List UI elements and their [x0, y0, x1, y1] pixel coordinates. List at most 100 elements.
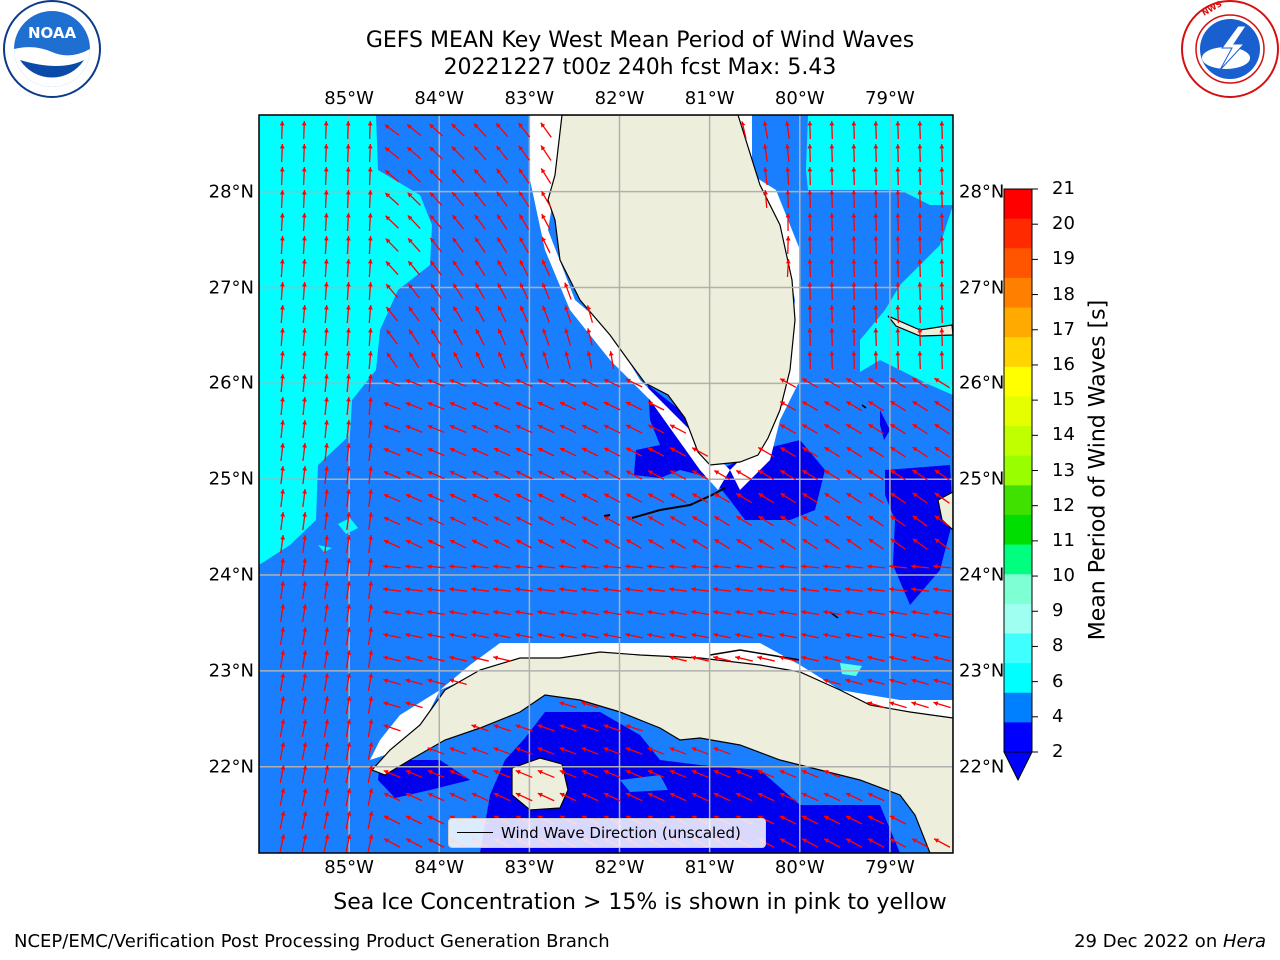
wind-wave-arrow	[691, 609, 709, 616]
lat-tick-label-right: 24°N	[959, 564, 1005, 586]
wind-wave-arrow	[785, 235, 791, 255]
wind-wave-arrow	[367, 189, 373, 209]
wind-wave-arrow	[756, 587, 776, 592]
wind-wave-arrow	[427, 815, 445, 825]
wind-wave-arrow	[691, 447, 709, 457]
wind-wave-arrow	[449, 539, 467, 549]
wind-wave-arrow	[779, 792, 797, 802]
wind-wave-arrow	[581, 632, 599, 639]
wind-wave-arrow	[427, 632, 445, 639]
chart-subtitle: 20221227 t00z 240h fcst Max: 5.43	[443, 55, 837, 80]
wind-wave-arrow	[646, 587, 666, 592]
wind-wave-arrow	[279, 765, 286, 783]
wind-wave-arrow	[408, 306, 420, 322]
wind-wave-arrow	[851, 350, 857, 370]
wind-wave-arrow	[801, 423, 819, 435]
land-florida	[547, 115, 796, 466]
wind-wave-arrow	[934, 469, 950, 481]
colorbar-segment	[1004, 396, 1032, 427]
wind-wave-arrow	[735, 469, 753, 481]
wind-wave-arrow	[324, 419, 329, 439]
wind-wave-arrow	[475, 305, 485, 323]
wind-wave-arrow	[451, 146, 465, 160]
wind-wave-arrow	[345, 143, 351, 163]
colorbar-tick-label: 10	[1052, 565, 1075, 587]
wind-wave-arrow	[346, 419, 351, 439]
wind-wave-arrow	[845, 377, 863, 389]
wind-wave-arrow	[845, 838, 863, 848]
wind-wave-arrow	[757, 609, 775, 616]
wind-wave-arrow	[625, 378, 643, 388]
wind-wave-arrow	[939, 166, 945, 186]
wind-wave-arrow	[302, 581, 308, 599]
wind-wave-arrow	[515, 609, 533, 616]
wind-wave-arrow	[323, 765, 330, 783]
wind-wave-arrow	[471, 769, 489, 779]
wind-wave-arrow	[603, 516, 621, 526]
wind-wave-arrow	[602, 587, 622, 592]
colorbar-tick-label: 17	[1052, 318, 1075, 340]
wind-wave-arrow	[449, 792, 467, 802]
wind-wave-arrow	[740, 121, 747, 139]
wind-wave-arrow	[301, 742, 308, 760]
wind-wave-arrow	[669, 470, 687, 480]
wind-wave-arrow	[559, 493, 577, 503]
wind-wave-arrow	[346, 511, 351, 531]
wind-wave-arrow	[405, 815, 423, 825]
wind-wave-arrow	[515, 493, 533, 503]
wind-wave-arrow	[851, 327, 857, 347]
wind-wave-arrow	[586, 351, 593, 369]
wind-wave-arrow	[542, 305, 550, 323]
footer-branch: NCEP/EMC/Verification Post Processing Pr…	[14, 931, 610, 952]
wind-wave-arrow	[280, 419, 285, 439]
wind-wave-arrow	[493, 378, 511, 388]
wind-wave-arrow	[581, 470, 599, 480]
wind-wave-arrow	[427, 792, 445, 802]
wind-wave-arrow	[385, 283, 399, 299]
wind-wave-arrow	[889, 632, 907, 639]
wind-wave-arrow	[564, 305, 572, 323]
wind-wave-arrow	[867, 377, 885, 389]
wind-wave-arrow	[453, 328, 463, 346]
wind-wave-arrow	[890, 469, 906, 481]
wind-wave-arrow	[807, 304, 813, 324]
wind-wave-arrow	[713, 538, 731, 550]
wind-wave-arrow	[537, 424, 555, 434]
wind-wave-arrow	[449, 747, 467, 755]
wind-wave-arrow	[625, 470, 643, 480]
wind-wave-arrow	[933, 701, 951, 709]
wind-wave-arrow	[558, 587, 578, 592]
wind-wave-arrow	[301, 304, 307, 324]
wind-wave-arrow	[367, 673, 374, 691]
wind-wave-arrow	[939, 143, 945, 163]
wind-wave-arrow	[917, 143, 923, 163]
wind-wave-arrow	[382, 587, 402, 592]
wind-wave-arrow	[873, 235, 879, 255]
wind-wave-arrow	[471, 470, 489, 480]
wind-wave-arrow	[807, 166, 813, 186]
wind-wave-arrow	[406, 169, 422, 183]
wind-wave-arrow	[889, 377, 907, 389]
wind-wave-arrow	[367, 304, 373, 324]
wind-wave-arrow	[519, 259, 529, 277]
wind-wave-arrow	[762, 144, 768, 162]
wind-wave-arrow	[757, 792, 775, 802]
wind-wave-arrow	[801, 769, 819, 779]
wind-wave-arrow	[537, 516, 555, 526]
wind-wave-arrow	[691, 492, 709, 504]
wind-wave-arrow	[470, 587, 490, 592]
wind-wave-arrow	[537, 609, 555, 616]
wind-wave-arrow	[368, 373, 373, 393]
wind-wave-arrow	[829, 258, 835, 278]
wind-wave-arrow	[280, 488, 285, 508]
wind-wave-arrow	[471, 493, 489, 503]
wind-wave-arrow	[301, 258, 307, 278]
wind-wave-arrow	[345, 120, 351, 140]
wind-wave-arrow	[912, 446, 928, 458]
wind-wave-arrow	[802, 492, 818, 504]
wind-wave-arrow	[735, 609, 753, 616]
wind-wave-arrow	[939, 304, 945, 324]
wind-wave-arrow	[279, 650, 286, 668]
wind-wave-arrow	[301, 650, 308, 668]
wind-wave-arrow	[345, 811, 352, 829]
